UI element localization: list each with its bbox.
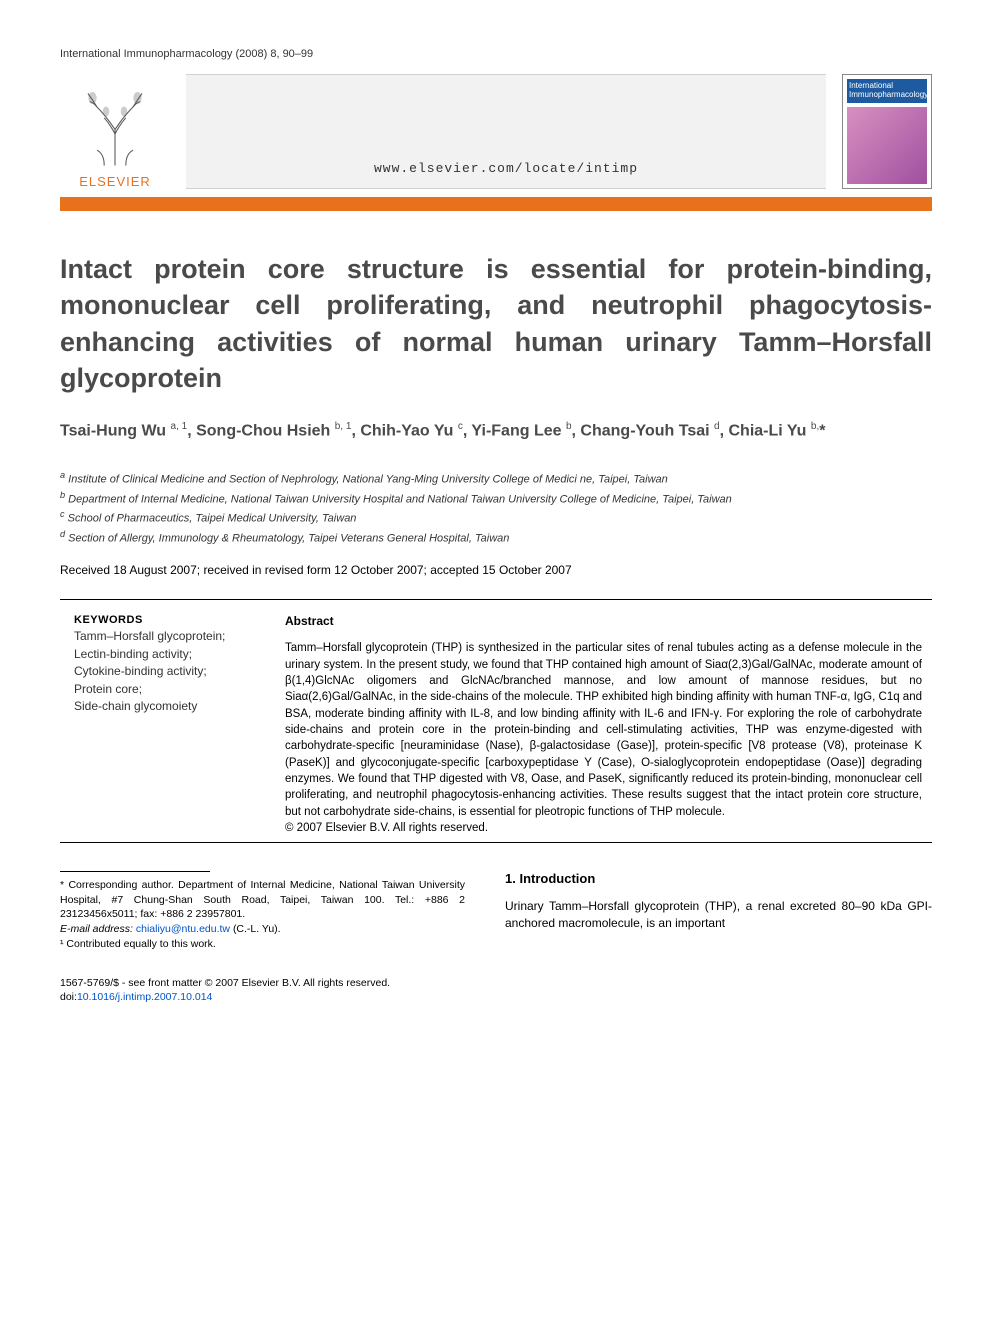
abstract-text: Tamm–Horsfall glycoprotein (THP) is synt… (285, 640, 922, 820)
publisher-name: ELSEVIER (79, 174, 151, 189)
journal-cover-image (847, 107, 927, 184)
running-header: International Immunopharmacology (2008) … (60, 48, 932, 60)
keywords-heading: KEYWORDS (74, 614, 255, 626)
journal-cover-title: International Immunopharmacology (847, 79, 927, 103)
doi-prefix: doi: (60, 991, 77, 1003)
affiliation-b: b Department of Internal Medicine, Natio… (60, 489, 932, 509)
abstract-column: Abstract Tamm–Horsfall glycoprotein (THP… (285, 614, 932, 834)
affiliation-a: a Institute of Clinical Medicine and Sec… (60, 469, 932, 489)
affiliations: a Institute of Clinical Medicine and Sec… (60, 469, 932, 547)
abstract-block: KEYWORDS Tamm–Horsfall glycoprotein;Lect… (60, 600, 932, 842)
author-list: Tsai-Hung Wu a, 1, Song-Chou Hsieh b, 1,… (60, 419, 932, 443)
email-link[interactable]: chialiyu@ntu.edu.tw (136, 923, 230, 935)
bottom-columns: * Corresponding author. Department of In… (60, 871, 932, 951)
doi-link[interactable]: 10.1016/j.intimp.2007.10.014 (77, 991, 212, 1003)
introduction-column: 1. Introduction Urinary Tamm–Horsfall gl… (505, 871, 932, 951)
elsevier-logo: ELSEVIER (60, 74, 170, 189)
corresponding-author-footnote: * Corresponding author. Department of In… (60, 878, 465, 922)
introduction-text: Urinary Tamm–Horsfall glycoprotein (THP)… (505, 898, 932, 933)
rule-below-abstract (60, 842, 932, 843)
article-dates: Received 18 August 2007; received in rev… (60, 563, 932, 577)
front-matter-line: 1567-5769/$ - see front matter © 2007 El… (60, 976, 932, 991)
footnotes-column: * Corresponding author. Department of In… (60, 871, 465, 951)
keywords-column: KEYWORDS Tamm–Horsfall glycoprotein;Lect… (60, 614, 255, 834)
email-label: E-mail address: (60, 923, 133, 935)
affiliation-c: c School of Pharmaceutics, Taipei Medica… (60, 508, 932, 528)
introduction-heading: 1. Introduction (505, 871, 932, 886)
orange-divider-bar (60, 197, 932, 211)
abstract-copyright: © 2007 Elsevier B.V. All rights reserved… (285, 822, 922, 834)
article-title: Intact protein core structure is essenti… (60, 251, 932, 397)
abstract-heading: Abstract (285, 614, 922, 628)
doi-block: 1567-5769/$ - see front matter © 2007 El… (60, 976, 932, 1005)
footnote-rule (60, 871, 210, 872)
equal-contribution-footnote: ¹ Contributed equally to this work. (60, 937, 465, 952)
top-banner: ELSEVIER www.elsevier.com/locate/intimp … (60, 74, 932, 189)
elsevier-tree-icon (70, 80, 160, 170)
journal-url: www.elsevier.com/locate/intimp (186, 74, 826, 189)
affiliation-d: d Section of Allergy, Immunology & Rheum… (60, 528, 932, 548)
email-footnote: E-mail address: chialiyu@ntu.edu.tw (C.-… (60, 922, 465, 937)
journal-cover-thumbnail: International Immunopharmacology (842, 74, 932, 189)
keywords-list: Tamm–Horsfall glycoprotein;Lectin-bindin… (74, 628, 255, 715)
email-name: (C.-L. Yu). (233, 923, 281, 935)
